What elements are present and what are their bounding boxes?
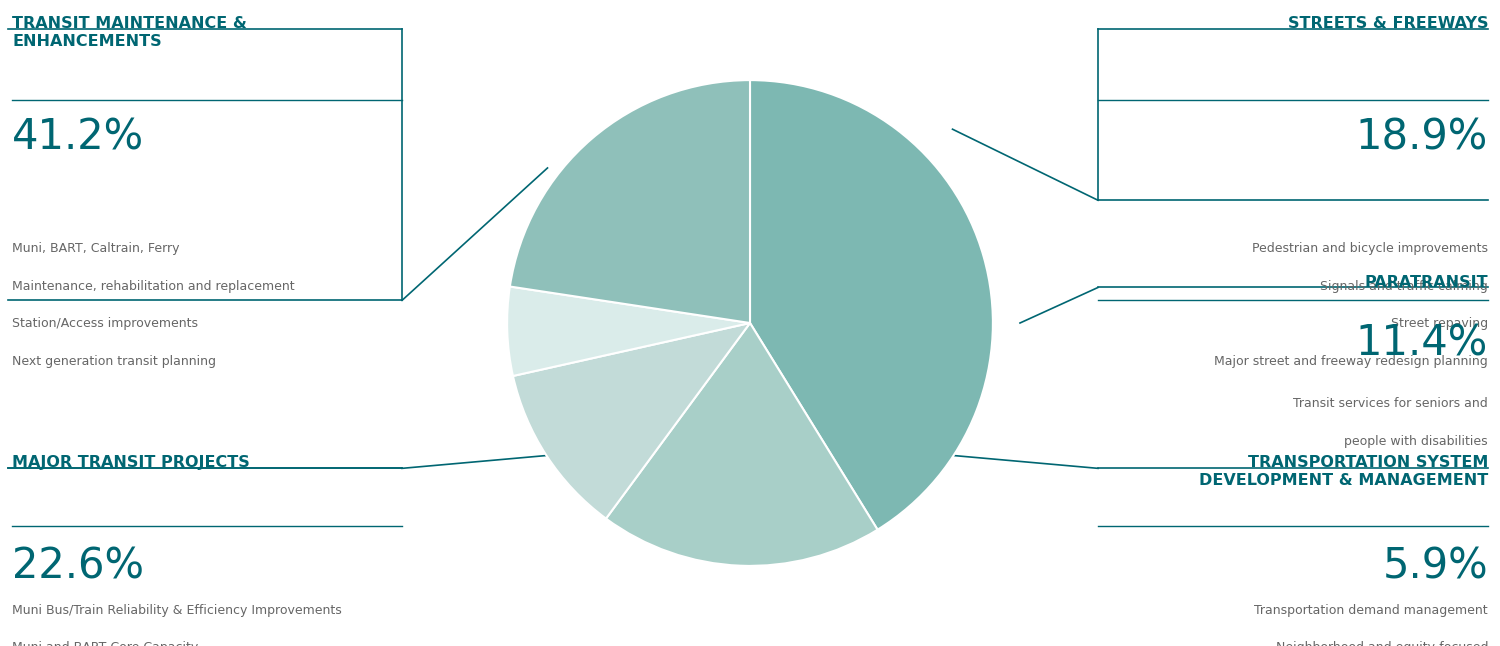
Text: 18.9%: 18.9% <box>1356 116 1488 158</box>
Text: Station/Access improvements: Station/Access improvements <box>12 317 198 330</box>
Text: TRANSPORTATION SYSTEM
DEVELOPMENT & MANAGEMENT: TRANSPORTATION SYSTEM DEVELOPMENT & MANA… <box>1198 455 1488 488</box>
Text: TRANSIT MAINTENANCE &
ENHANCEMENTS: TRANSIT MAINTENANCE & ENHANCEMENTS <box>12 16 248 48</box>
Text: Transit services for seniors and: Transit services for seniors and <box>1293 397 1488 410</box>
Text: Muni and BART Core Capacity: Muni and BART Core Capacity <box>12 641 198 646</box>
Text: Neighborhood and equity-focused: Neighborhood and equity-focused <box>1275 641 1488 646</box>
Text: 5.9%: 5.9% <box>1383 546 1488 588</box>
Text: 41.2%: 41.2% <box>12 116 144 158</box>
Text: Signals and traffic calming: Signals and traffic calming <box>1320 280 1488 293</box>
Text: 11.4%: 11.4% <box>1356 323 1488 365</box>
Text: Next generation transit planning: Next generation transit planning <box>12 355 216 368</box>
Text: Maintenance, rehabilitation and replacement: Maintenance, rehabilitation and replacem… <box>12 280 294 293</box>
Wedge shape <box>606 323 877 566</box>
Wedge shape <box>750 80 993 530</box>
Text: Muni Bus/Train Reliability & Efficiency Improvements: Muni Bus/Train Reliability & Efficiency … <box>12 604 342 617</box>
Text: PARATRANSIT: PARATRANSIT <box>1365 275 1488 289</box>
Wedge shape <box>510 80 750 323</box>
Text: MAJOR TRANSIT PROJECTS: MAJOR TRANSIT PROJECTS <box>12 455 249 470</box>
Text: Transportation demand management: Transportation demand management <box>1254 604 1488 617</box>
Text: Street repaving: Street repaving <box>1390 317 1488 330</box>
Wedge shape <box>507 287 750 376</box>
Text: people with disabilities: people with disabilities <box>1344 435 1488 448</box>
Text: STREETS & FREEWAYS: STREETS & FREEWAYS <box>1287 16 1488 31</box>
Text: Muni, BART, Caltrain, Ferry: Muni, BART, Caltrain, Ferry <box>12 242 180 255</box>
Text: Pedestrian and bicycle improvements: Pedestrian and bicycle improvements <box>1252 242 1488 255</box>
Text: Major street and freeway redesign planning: Major street and freeway redesign planni… <box>1215 355 1488 368</box>
Text: 22.6%: 22.6% <box>12 546 144 588</box>
Wedge shape <box>513 323 750 519</box>
